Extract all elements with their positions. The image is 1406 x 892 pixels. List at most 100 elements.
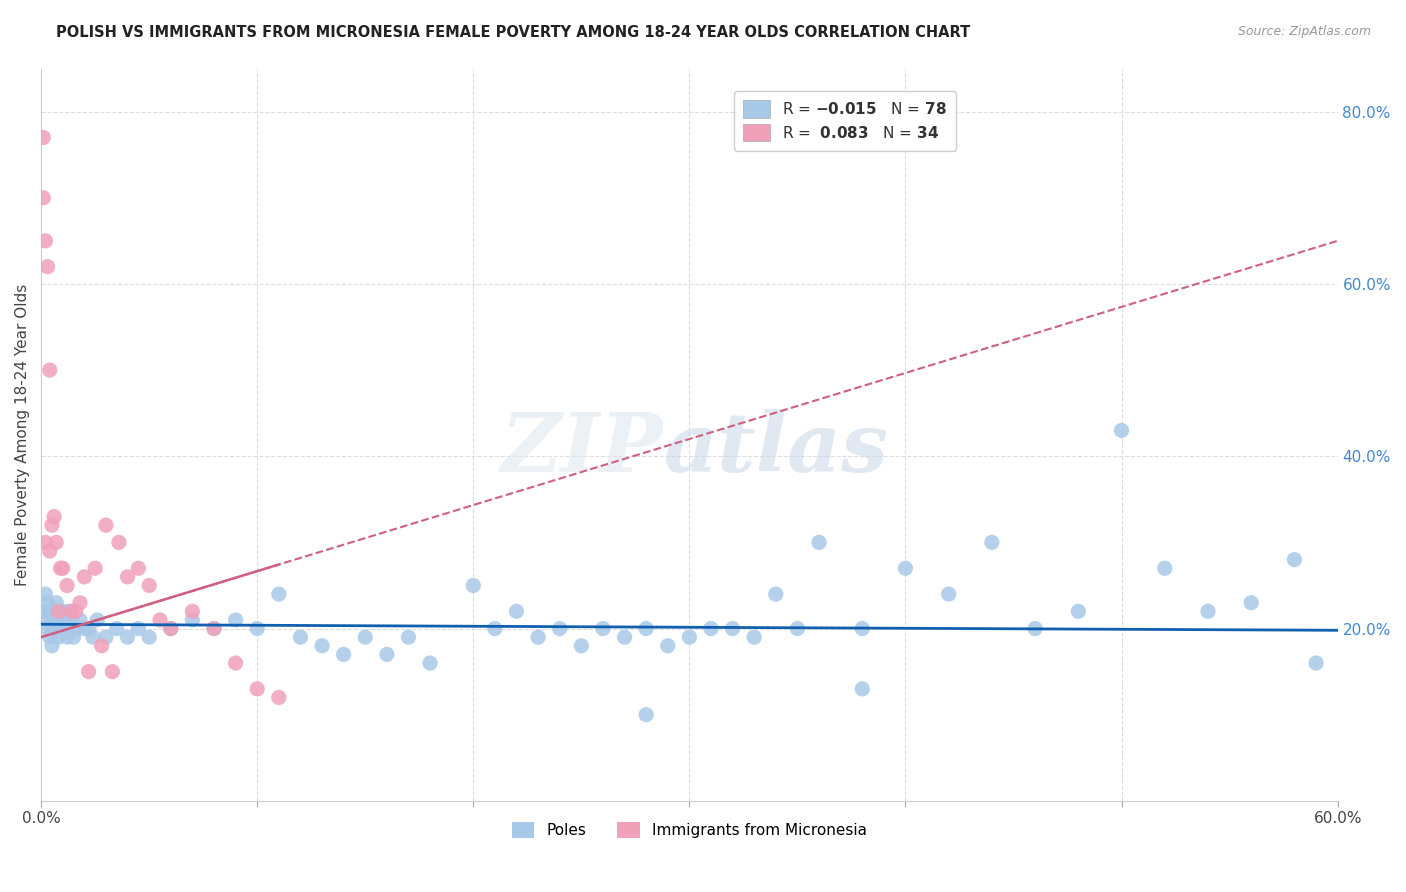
Point bbox=[786, 622, 808, 636]
Point bbox=[1024, 622, 1046, 636]
Point bbox=[48, 604, 70, 618]
Point bbox=[159, 622, 181, 636]
Point bbox=[65, 622, 87, 636]
Point bbox=[894, 561, 917, 575]
Point bbox=[49, 561, 72, 575]
Point bbox=[267, 690, 290, 705]
Point bbox=[181, 613, 204, 627]
Point bbox=[73, 570, 96, 584]
Point bbox=[37, 622, 59, 636]
Point bbox=[505, 604, 527, 618]
Point bbox=[225, 656, 247, 670]
Text: atlas: atlas bbox=[664, 409, 889, 490]
Y-axis label: Female Poverty Among 18-24 Year Olds: Female Poverty Among 18-24 Year Olds bbox=[15, 284, 30, 586]
Point bbox=[117, 630, 139, 644]
Point bbox=[69, 613, 91, 627]
Point bbox=[94, 630, 117, 644]
Point bbox=[60, 613, 83, 627]
Point bbox=[58, 604, 80, 618]
Point bbox=[90, 639, 112, 653]
Point bbox=[42, 604, 65, 618]
Point bbox=[700, 622, 723, 636]
Point bbox=[636, 707, 658, 722]
Point bbox=[45, 535, 67, 549]
Point bbox=[138, 630, 160, 644]
Point bbox=[48, 604, 70, 618]
Point bbox=[808, 535, 831, 549]
Point bbox=[721, 622, 744, 636]
Point bbox=[484, 622, 506, 636]
Point bbox=[548, 622, 571, 636]
Point bbox=[1153, 561, 1175, 575]
Point bbox=[49, 613, 72, 627]
Text: Source: ZipAtlas.com: Source: ZipAtlas.com bbox=[1237, 25, 1371, 38]
Point bbox=[375, 648, 398, 662]
Point bbox=[38, 363, 60, 377]
Point bbox=[37, 596, 59, 610]
Point bbox=[851, 622, 873, 636]
Point bbox=[73, 622, 96, 636]
Point bbox=[225, 613, 247, 627]
Point bbox=[37, 260, 59, 274]
Point bbox=[48, 630, 70, 644]
Point bbox=[1240, 596, 1263, 610]
Point bbox=[56, 578, 79, 592]
Point bbox=[267, 587, 290, 601]
Point bbox=[311, 639, 333, 653]
Point bbox=[290, 630, 312, 644]
Point bbox=[41, 639, 63, 653]
Point bbox=[332, 648, 354, 662]
Text: POLISH VS IMMIGRANTS FROM MICRONESIA FEMALE POVERTY AMONG 18-24 YEAR OLDS CORREL: POLISH VS IMMIGRANTS FROM MICRONESIA FEM… bbox=[56, 25, 970, 40]
Point bbox=[94, 518, 117, 533]
Point bbox=[84, 561, 107, 575]
Point bbox=[1067, 604, 1090, 618]
Point bbox=[52, 622, 75, 636]
Point bbox=[60, 604, 83, 618]
Point bbox=[569, 639, 592, 653]
Point bbox=[45, 596, 67, 610]
Point bbox=[65, 604, 87, 618]
Point bbox=[53, 613, 76, 627]
Point bbox=[45, 622, 67, 636]
Point bbox=[246, 622, 269, 636]
Point bbox=[77, 622, 100, 636]
Point bbox=[101, 665, 124, 679]
Point bbox=[41, 622, 63, 636]
Point bbox=[42, 613, 65, 627]
Point bbox=[159, 622, 181, 636]
Point bbox=[62, 630, 84, 644]
Point bbox=[127, 622, 149, 636]
Point bbox=[742, 630, 765, 644]
Point bbox=[105, 622, 128, 636]
Point bbox=[1284, 552, 1306, 566]
Point bbox=[34, 613, 56, 627]
Point bbox=[851, 681, 873, 696]
Text: ZIP: ZIP bbox=[501, 409, 664, 490]
Point bbox=[32, 191, 55, 205]
Point bbox=[34, 587, 56, 601]
Point bbox=[246, 681, 269, 696]
Point bbox=[419, 656, 441, 670]
Point bbox=[117, 570, 139, 584]
Point bbox=[56, 630, 79, 644]
Point bbox=[1111, 424, 1133, 438]
Point bbox=[678, 630, 700, 644]
Point bbox=[77, 665, 100, 679]
Point bbox=[69, 596, 91, 610]
Point bbox=[354, 630, 377, 644]
Point bbox=[34, 535, 56, 549]
Point bbox=[149, 613, 172, 627]
Point bbox=[38, 604, 60, 618]
Point bbox=[86, 613, 108, 627]
Point bbox=[38, 544, 60, 558]
Point bbox=[108, 535, 131, 549]
Point bbox=[592, 622, 614, 636]
Point bbox=[527, 630, 550, 644]
Point bbox=[613, 630, 636, 644]
Point bbox=[636, 622, 658, 636]
Point bbox=[34, 234, 56, 248]
Point bbox=[1305, 656, 1327, 670]
Point bbox=[938, 587, 960, 601]
Point bbox=[52, 561, 75, 575]
Point bbox=[1197, 604, 1219, 618]
